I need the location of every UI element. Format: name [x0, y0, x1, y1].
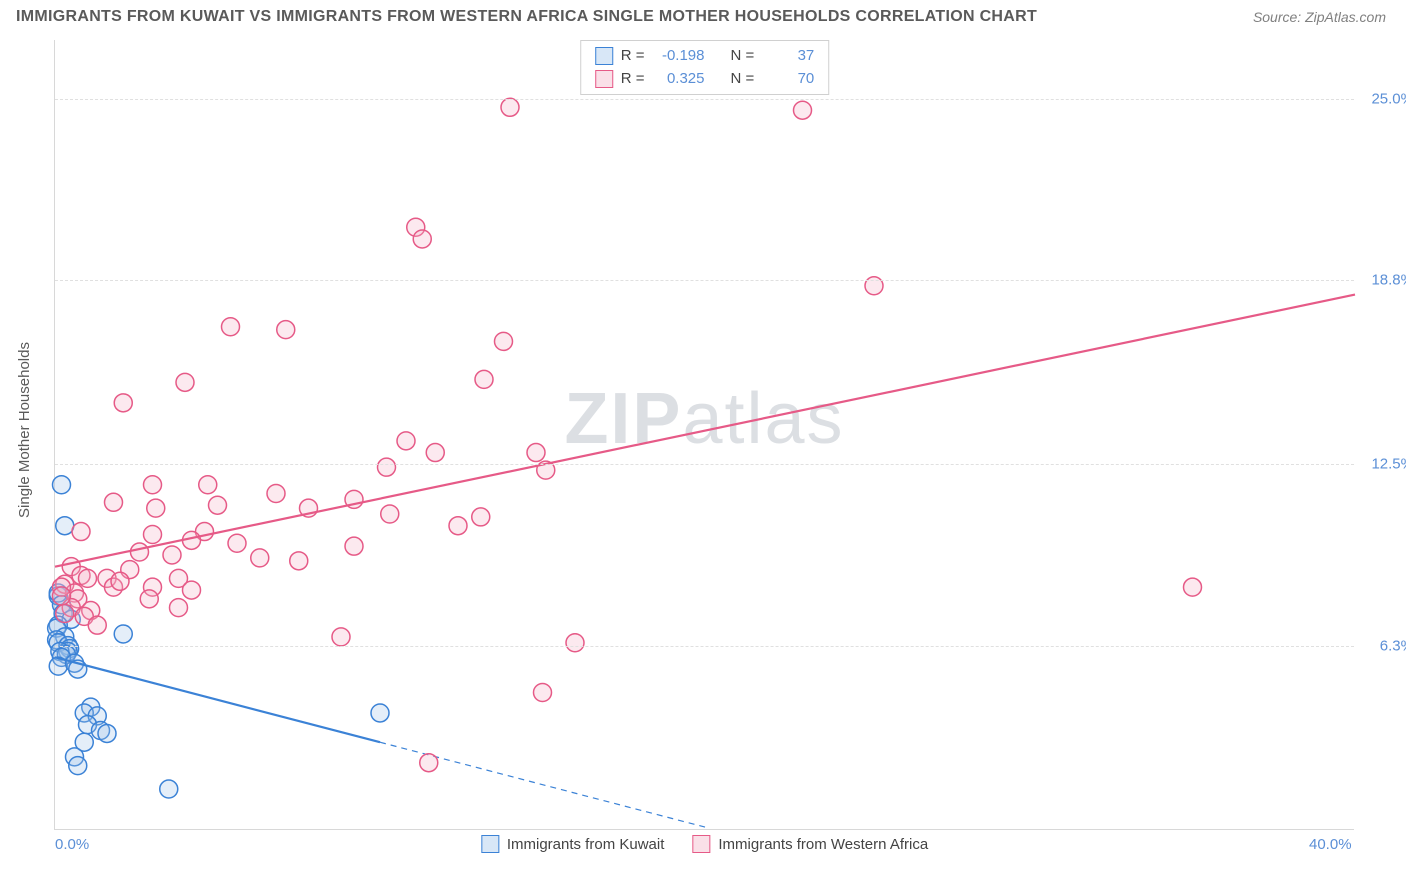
data-point-western_africa — [501, 98, 519, 116]
r-label: R = — [621, 68, 645, 91]
n-value: 70 — [764, 68, 814, 91]
data-point-western_africa — [413, 230, 431, 248]
data-point-western_africa — [140, 590, 158, 608]
data-point-western_africa — [794, 101, 812, 119]
legend-label: Immigrants from Kuwait — [507, 836, 665, 853]
data-point-western_africa — [144, 476, 162, 494]
data-point-western_africa — [183, 581, 201, 599]
data-point-western_africa — [277, 321, 295, 339]
data-point-western_africa — [170, 599, 188, 617]
stats-legend-box: R = -0.198 N = 37 R = 0.325 N = 70 — [580, 40, 830, 95]
data-point-western_africa — [131, 543, 149, 561]
data-point-western_africa — [290, 552, 308, 570]
gridline — [55, 280, 1354, 281]
data-point-western_africa — [527, 444, 545, 462]
data-point-western_africa — [426, 444, 444, 462]
gridline — [55, 464, 1354, 465]
n-value: 37 — [764, 45, 814, 68]
data-point-western_africa — [332, 628, 350, 646]
data-point-western_africa — [79, 569, 97, 587]
stats-row-western_africa: R = 0.325 N = 70 — [595, 68, 815, 91]
data-point-western_africa — [534, 683, 552, 701]
data-point-western_africa — [1184, 578, 1202, 596]
data-point-western_africa — [267, 485, 285, 503]
r-value: -0.198 — [655, 45, 705, 68]
scatter-plot-svg — [55, 40, 1354, 829]
data-point-western_africa — [495, 332, 513, 350]
data-point-western_africa — [378, 458, 396, 476]
data-point-kuwait — [160, 780, 178, 798]
data-point-western_africa — [209, 496, 227, 514]
data-point-western_africa — [251, 549, 269, 567]
trend-line-western_africa — [55, 295, 1355, 567]
data-point-western_africa — [114, 394, 132, 412]
data-point-western_africa — [475, 370, 493, 388]
data-point-western_africa — [105, 493, 123, 511]
chart-plot-area: ZIPatlas R =-0.198N =37R =0.325N =70 Imm… — [54, 40, 1354, 830]
data-point-kuwait — [56, 517, 74, 535]
data-point-western_africa — [72, 523, 90, 541]
data-point-western_africa — [56, 604, 74, 622]
data-point-kuwait — [114, 625, 132, 643]
data-point-western_africa — [449, 517, 467, 535]
data-point-kuwait — [98, 724, 116, 742]
x-tick-label: 0.0% — [55, 836, 89, 853]
chart-title: IMMIGRANTS FROM KUWAIT VS IMMIGRANTS FRO… — [16, 8, 1037, 26]
swatch-kuwait-icon — [481, 835, 499, 853]
y-tick-label: 6.3% — [1380, 637, 1406, 654]
data-point-western_africa — [222, 318, 240, 336]
data-point-western_africa — [147, 499, 165, 517]
data-point-western_africa — [111, 572, 129, 590]
data-point-western_africa — [88, 616, 106, 634]
y-tick-label: 25.0% — [1371, 90, 1406, 107]
swatch-western_africa-icon — [595, 70, 613, 88]
data-point-western_africa — [397, 432, 415, 450]
data-point-western_africa — [176, 373, 194, 391]
data-point-western_africa — [144, 525, 162, 543]
stats-row-kuwait: R = -0.198 N = 37 — [595, 45, 815, 68]
gridline — [55, 99, 1354, 100]
x-tick-label: 40.0% — [1309, 836, 1352, 853]
swatch-kuwait-icon — [595, 47, 613, 65]
n-label: N = — [731, 68, 755, 91]
legend-item-kuwait: Immigrants from Kuwait — [481, 835, 665, 853]
legend-label: Immigrants from Western Africa — [718, 836, 928, 853]
source-attribution: Source: ZipAtlas.com — [1253, 9, 1386, 25]
series-legend: Immigrants from Kuwait Immigrants from We… — [481, 835, 928, 853]
r-label: R = — [621, 45, 645, 68]
data-point-western_africa — [420, 754, 438, 772]
data-point-kuwait — [69, 757, 87, 775]
data-point-western_africa — [53, 587, 71, 605]
data-point-western_africa — [345, 537, 363, 555]
data-point-kuwait — [53, 476, 71, 494]
data-point-kuwait — [371, 704, 389, 722]
y-axis-title: Single Mother Households — [16, 342, 33, 518]
data-point-western_africa — [163, 546, 181, 564]
legend-item-western_africa: Immigrants from Western Africa — [692, 835, 928, 853]
gridline — [55, 646, 1354, 647]
data-point-western_africa — [228, 534, 246, 552]
data-point-western_africa — [472, 508, 490, 526]
r-value: 0.325 — [655, 68, 705, 91]
y-tick-label: 12.5% — [1371, 456, 1406, 473]
n-label: N = — [731, 45, 755, 68]
data-point-western_africa — [566, 634, 584, 652]
data-point-western_africa — [381, 505, 399, 523]
y-tick-label: 18.8% — [1371, 271, 1406, 288]
swatch-western_africa-icon — [692, 835, 710, 853]
data-point-western_africa — [199, 476, 217, 494]
